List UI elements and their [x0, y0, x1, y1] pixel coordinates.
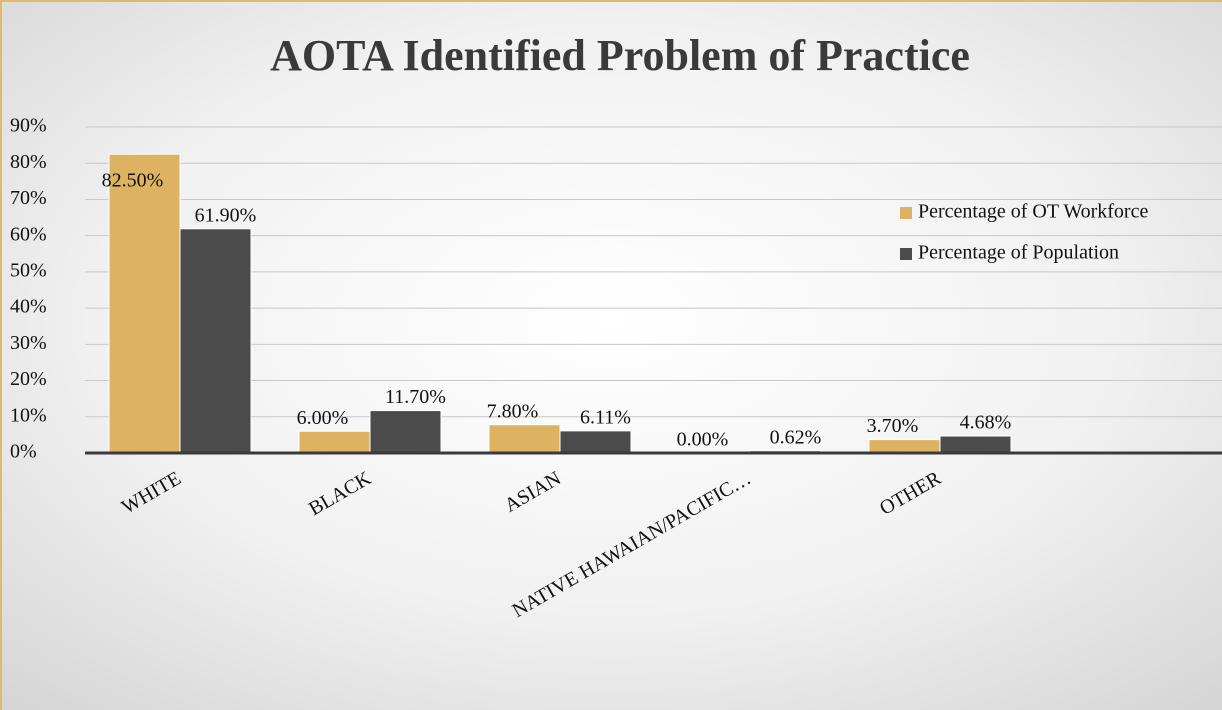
- bar: [179, 228, 252, 454]
- bar: [298, 430, 371, 454]
- data-label: 11.70%: [385, 386, 446, 408]
- data-label: 82.50%: [102, 170, 164, 192]
- data-label: 61.90%: [195, 204, 257, 226]
- y-tick-label: 70%: [10, 187, 47, 209]
- y-tick-label: 90%: [10, 115, 47, 137]
- bar: [488, 424, 561, 454]
- legend-label: Percentage of Population: [918, 242, 1119, 264]
- y-tick-label: 80%: [10, 151, 47, 173]
- y-tick-label: 40%: [10, 296, 47, 318]
- legend-swatch: [900, 248, 912, 260]
- y-tick-label: 50%: [10, 259, 47, 281]
- y-tick-label: 30%: [10, 332, 47, 354]
- bar: [369, 410, 442, 454]
- bar: [939, 435, 1012, 454]
- data-label: 7.80%: [487, 400, 539, 422]
- legend-label: Percentage of OT Workforce: [918, 201, 1148, 223]
- data-label: 6.11%: [580, 406, 631, 428]
- data-label: 6.00%: [297, 407, 349, 429]
- data-label: 3.70%: [867, 415, 919, 437]
- legend-swatch: [900, 207, 912, 219]
- y-tick-label: 60%: [10, 223, 47, 245]
- chart-title: AOTA Identified Problem of Practice: [270, 31, 970, 80]
- y-tick-label: 20%: [10, 368, 47, 390]
- data-label: 0.62%: [770, 426, 822, 448]
- data-label: 0.00%: [677, 429, 729, 451]
- data-label: 4.68%: [960, 412, 1012, 434]
- bar: [559, 430, 632, 454]
- bar: [108, 153, 181, 454]
- y-tick-label: 0%: [10, 441, 37, 463]
- bar: [868, 439, 941, 454]
- y-tick-label: 10%: [10, 404, 47, 426]
